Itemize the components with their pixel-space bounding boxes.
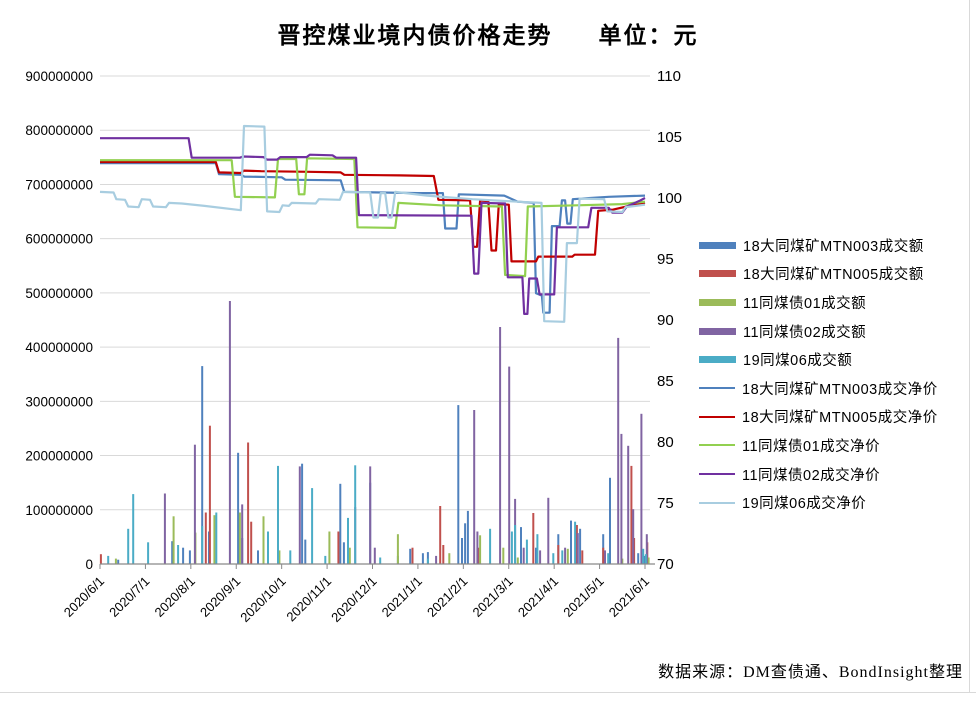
svg-text:800000000: 800000000 [25,123,93,138]
svg-text:2021/3/1: 2021/3/1 [469,574,515,620]
svg-text:100: 100 [657,190,682,207]
legend-label: 11同煤债02成交净价 [742,467,881,484]
legend-label: 18大同煤矿MTN003成交额 [743,238,924,255]
volume-bars-layer [99,301,650,564]
svg-text:2020/11/1: 2020/11/1 [283,574,334,625]
legend-label: 18大同煤矿MTN005成交额 [743,267,924,284]
gridlines [100,75,650,511]
legend-bar-swatch [699,270,736,278]
legend-label: 11同煤债01成交额 [743,295,867,312]
svg-text:2020/8/1: 2020/8/1 [152,574,198,620]
svg-text:300000000: 300000000 [25,394,93,409]
svg-text:105: 105 [657,129,682,146]
svg-text:70: 70 [657,556,674,573]
svg-text:80: 80 [657,434,674,451]
price-line [99,124,646,323]
svg-text:2020/6/1: 2020/6/1 [61,574,107,620]
legend-item: 18大同煤矿MTN003成交额 [699,231,969,260]
legend-line-swatch [699,387,735,390]
bar-series [107,465,647,564]
x-axis [99,563,655,569]
svg-text:200000000: 200000000 [25,449,93,464]
price-lines-layer [99,124,646,323]
svg-text:900000000: 900000000 [25,69,93,84]
chart-title-text: 晋控煤业境内债价格走势 [277,23,553,48]
chart-legend: 18大同煤矿MTN003成交额 18大同煤矿MTN005成交额 11同煤债01成交额… [699,231,969,517]
legend-item: 18大同煤矿MTN005成交额 [699,260,969,289]
legend-bar-swatch [699,241,736,249]
chart-title: 晋控煤业境内债价格走势 单位：元 [0,16,976,50]
legend-item: 18大同煤矿MTN003成交净价 [699,374,969,403]
legend-line-swatch [699,415,735,418]
sheet-gridline-bottom [0,692,976,693]
bar-series [99,425,649,564]
svg-text:2021/5/1: 2021/5/1 [560,574,606,620]
legend-bar-swatch [699,327,736,335]
right-axis-labels: 70 75 80 85 90 95 100 105 110 [657,68,682,573]
svg-text:85: 85 [657,373,674,390]
legend-bar-swatch [699,298,736,306]
legend-item: 11同煤债02成交净价 [699,460,969,489]
svg-text:2020/7/1: 2020/7/1 [106,574,152,620]
svg-text:400000000: 400000000 [25,340,93,355]
svg-text:75: 75 [657,495,674,512]
legend-item: 11同煤债02成交额 [699,317,969,346]
legend-label: 18大同煤矿MTN005成交净价 [742,410,938,427]
legend-line-swatch [699,501,735,504]
chart-unit-label: 单位：元 [598,23,699,48]
price-line [100,157,646,278]
sheet-gridline-right [969,0,970,693]
svg-text:2020/12/1: 2020/12/1 [328,574,380,626]
svg-text:2021/4/1: 2021/4/1 [515,574,561,620]
legend-bar-swatch [699,356,736,364]
legend-label: 19同煤06成交净价 [742,496,867,513]
svg-text:90: 90 [657,312,674,329]
legend-label: 11同煤债01成交净价 [742,438,881,455]
svg-text:2021/6/1: 2021/6/1 [606,574,652,620]
legend-line-swatch [699,473,735,476]
svg-text:500000000: 500000000 [25,286,93,301]
svg-text:2021/2/1: 2021/2/1 [424,574,470,620]
svg-text:2020/9/1: 2020/9/1 [197,574,243,620]
price-line [100,137,646,315]
legend-item: 19同煤06成交额 [699,345,969,374]
svg-text:0: 0 [85,557,93,572]
legend-item: 11同煤债01成交净价 [699,431,969,460]
legend-label: 18大同煤矿MTN003成交净价 [742,381,938,398]
legend-label: 11同煤债02成交额 [743,324,867,341]
svg-text:2020/10/1: 2020/10/1 [237,574,289,626]
legend-item: 18大同煤矿MTN005成交净价 [699,403,969,432]
svg-text:2021/1/1: 2021/1/1 [379,574,425,620]
legend-label: 19同煤06成交额 [743,353,853,370]
legend-item: 11同煤债01成交额 [699,288,969,317]
svg-text:110: 110 [657,68,681,85]
svg-text:600000000: 600000000 [25,232,93,247]
legend-line-swatch [699,444,735,447]
data-source-note: 数据来源：DM查债通、BondInsight整理 [658,664,963,681]
x-axis-labels: 2020/6/1 2020/7/1 2020/8/1 2020/9/12020/10/… [61,574,652,626]
price-line [100,162,646,314]
svg-text:100000000: 100000000 [25,503,93,518]
svg-text:700000000: 700000000 [25,177,93,192]
left-axis-labels: 0 100000000 200000000 300000000 400000000 500… [25,69,93,572]
legend-item: 19同煤06成交净价 [699,488,969,517]
svg-text:95: 95 [657,251,674,268]
